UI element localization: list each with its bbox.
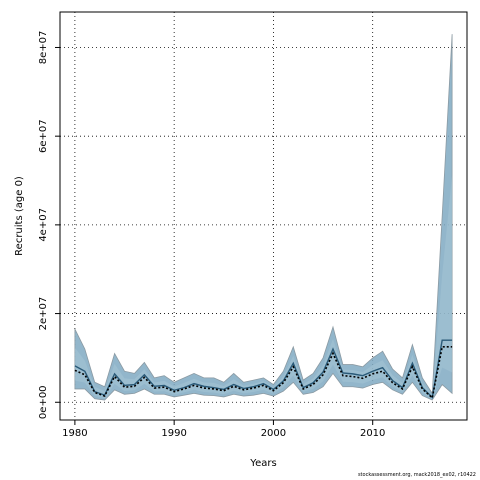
series-lines — [74, 339, 453, 400]
confidence-band-inner — [74, 174, 453, 400]
y-tick-label: 0e+00 — [38, 385, 49, 419]
y-tick-label: 4e+07 — [38, 208, 49, 242]
y-tick-label: 2e+07 — [38, 297, 49, 331]
confidence-band-outer — [74, 34, 453, 401]
footer-credit: stockassessment.org, mack2018_ex02, r104… — [357, 472, 476, 478]
x-tick-label: 2000 — [261, 428, 286, 439]
confidence-band — [74, 34, 453, 401]
grid-lines — [60, 12, 467, 420]
x-tick-label: 1980 — [62, 428, 87, 439]
series-line-mean — [74, 339, 453, 399]
series-line-median — [74, 346, 453, 400]
y-tick-label: 6e+07 — [38, 119, 49, 153]
plot-frame — [59, 11, 468, 421]
x-tick-label: 2010 — [360, 428, 385, 439]
x-axis: 1980 1990 2000 2010 — [62, 420, 385, 439]
y-axis-title: Recruits (age 0) — [14, 176, 25, 256]
y-tick-label: 8e+07 — [38, 31, 49, 65]
y-axis: 0e+00 2e+07 4e+07 6e+07 8e+07 — [38, 31, 60, 419]
x-axis-title: Years — [249, 458, 276, 469]
x-tick-label: 1990 — [161, 428, 186, 439]
